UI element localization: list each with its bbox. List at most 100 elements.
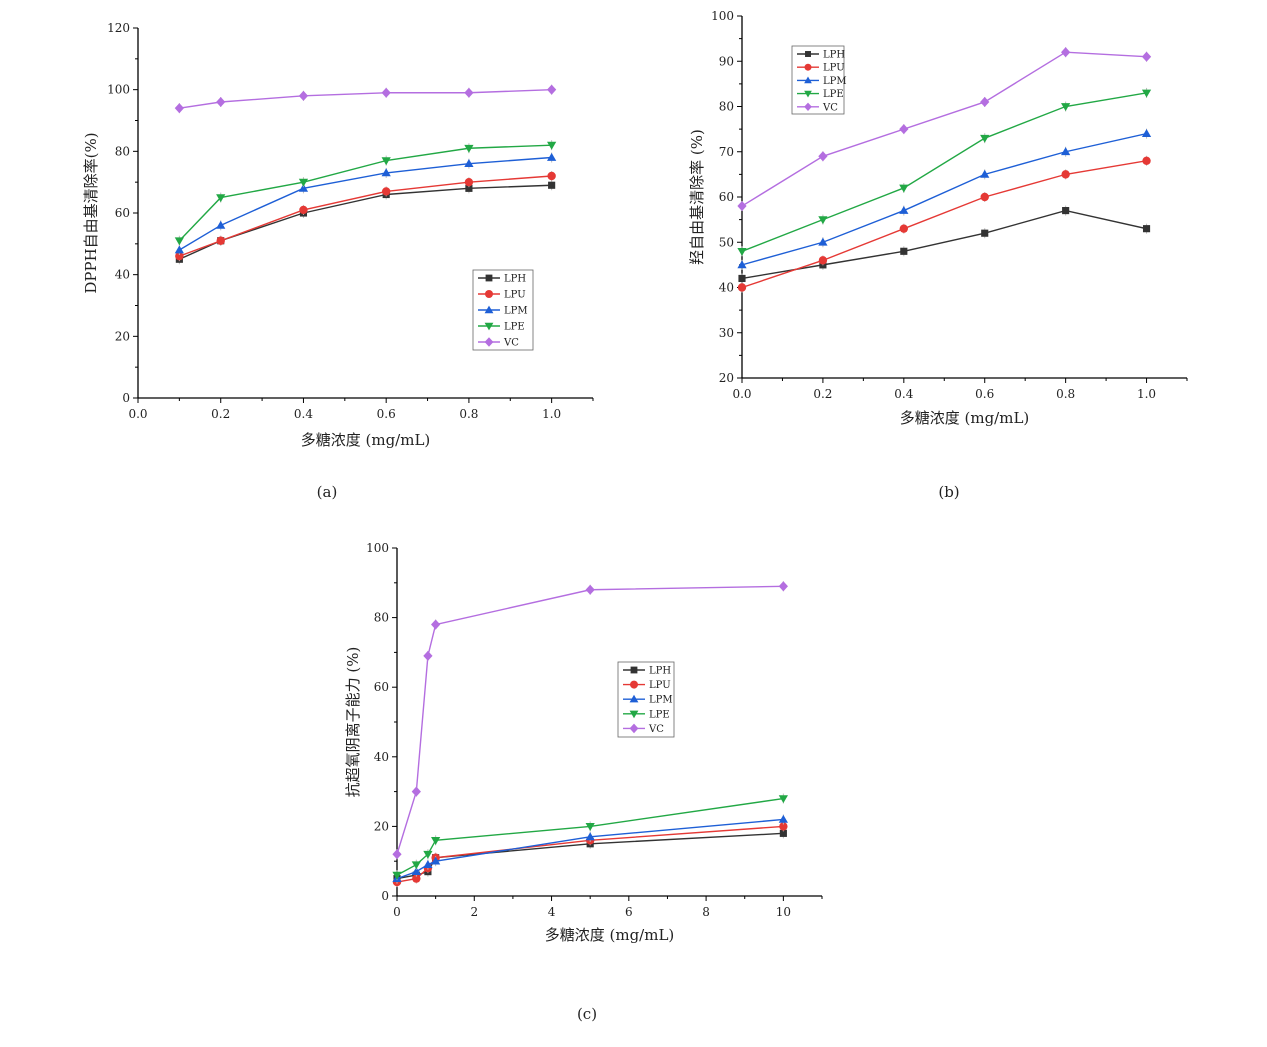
- chart-a-series-lpu: [175, 171, 556, 262]
- chart-c-y-tick-label: 0: [381, 889, 389, 903]
- chart-a-point-vc: [547, 84, 557, 95]
- chart-b-line-lph: [741, 209, 1147, 280]
- chart-b-x-tick-label: 0.4: [894, 387, 913, 401]
- chart-c-legend-label-vc: VC: [648, 724, 664, 735]
- chart-a-svg: 0 20 40 60 80 100 120 0.0 0.2 0.4 0.6 0.8 1.0 多糖浓度 (m…: [82, 21, 594, 449]
- chart-c-x-tick-label: 10: [776, 905, 791, 919]
- chart-c-x-axis-title: 多糖浓度 (mg/mL): [545, 926, 675, 944]
- chart-b-series-lph: [738, 205, 1151, 284]
- chart-a-y-tick-label: 60: [115, 206, 130, 220]
- chart-b-axes: 20 30 40 50 60 70 80 90 100 0.0 0.2 0.4 0.6 0.8 1.0: [711, 9, 1188, 401]
- chart-a-x-tick-label: 1.0: [542, 407, 561, 421]
- chart-b-point-lpm: [1061, 147, 1071, 156]
- chart-a-point-lph: [548, 181, 556, 189]
- chart-a-point-lpm: [298, 183, 309, 192]
- chart-a-point-lpu: [299, 205, 308, 215]
- chart-a-point-vc: [381, 87, 391, 98]
- caption-b: (b): [938, 483, 960, 501]
- chart-b-y-tick-label: 100: [711, 9, 734, 23]
- chart-b-point-lpm: [899, 205, 909, 214]
- chart-c-point-lpm: [778, 814, 788, 823]
- chart-c-legend-marker-lpe: [629, 710, 639, 719]
- chart-b-point-lpu: [1142, 156, 1151, 165]
- chart-a-legend-marker-lph: [485, 274, 493, 282]
- chart-b-series-lpm: [737, 128, 1152, 270]
- chart-b-point-vc: [737, 201, 747, 212]
- chart-c-point-lpm: [411, 867, 421, 875]
- chart-b-series-vc: [737, 47, 1152, 212]
- chart-c-point-vc: [411, 786, 421, 797]
- chart-a-point-lpe: [216, 194, 226, 203]
- chart-b-line-lpe: [741, 92, 1147, 252]
- chart-c-series-lpe: [392, 793, 788, 881]
- caption-c: (c): [576, 1005, 598, 1023]
- chart-a-legend-label-lpm: LPM: [504, 306, 528, 317]
- chart-c-legend-marker-lpm: [629, 694, 639, 703]
- chart-a-series-lpe: [174, 140, 557, 246]
- chart-b-legend-marker-vc: [804, 102, 812, 111]
- chart-b-x-tick-label: 0.8: [1056, 387, 1075, 401]
- chart-b-y-tick-label: 90: [719, 54, 734, 68]
- chart-a-point-lpu: [216, 236, 225, 245]
- chart-c-point-lpe: [423, 850, 433, 859]
- chart-b-legend-marker-lph: [805, 51, 811, 57]
- chart-a-y-tick-label: 100: [107, 83, 130, 97]
- chart-a-x-tick-label: 0.6: [377, 407, 396, 421]
- chart-a-line-lpe: [178, 144, 552, 242]
- chart-a-point-lpm: [381, 168, 391, 177]
- chart-c-y-tick-label: 60: [374, 680, 389, 694]
- chart-b-point-lpu: [737, 283, 747, 292]
- chart-c-x-tick-label: 2: [470, 905, 478, 919]
- chart-b-point-lpm: [1141, 129, 1152, 138]
- chart-b-series-lpe: [737, 87, 1152, 257]
- chart-b-legend-label-vc: VC: [822, 102, 838, 113]
- chart-b-y-tick-label: 20: [719, 371, 734, 385]
- chart-c-x-tick-label: 0: [393, 905, 401, 919]
- chart-c-legend-label-lpm: LPM: [649, 695, 673, 706]
- caption-a: (a): [316, 483, 338, 501]
- chart-c-y-tick-label: 40: [374, 750, 389, 764]
- chart-c-legend: LPH LPU LPM LPE VC: [617, 661, 675, 738]
- chart-a-point-lpu: [464, 177, 474, 187]
- chart-c-point-lph: [779, 829, 787, 837]
- chart-b-x-tick-label: 0.2: [813, 387, 832, 401]
- chart-c-point-lpm: [585, 832, 595, 841]
- chart-b-legend-label-lpm: LPM: [823, 76, 847, 87]
- chart-b-point-lph: [738, 274, 746, 283]
- chart-c-point-vc: [392, 849, 402, 860]
- chart-a-line-lpm: [179, 156, 552, 251]
- chart-a-point-lpe: [381, 157, 391, 166]
- chart-c-point-vc: [431, 619, 441, 630]
- chart-a-point-vc: [216, 96, 226, 108]
- chart-a-point-lpe: [547, 141, 557, 150]
- chart-b-series-lpu: [737, 155, 1151, 293]
- chart-a-legend-marker-lpm: [484, 305, 494, 314]
- chart-a-axes: 0 20 40 60 80 100 120 0.0 0.2 0.4 0.6 0.8 1.0: [107, 21, 594, 421]
- chart-a-legend-label-lph: LPH: [504, 274, 526, 285]
- chart-b-point-lpm: [737, 260, 747, 269]
- chart-c-point-vc: [778, 581, 788, 592]
- chart-a-point-lpu: [381, 187, 391, 196]
- chart-c-x-tick-label: 6: [625, 905, 633, 919]
- chart-a-point-lpm: [464, 159, 474, 168]
- chart-b-legend-marker-lpe: [804, 90, 812, 98]
- chart-b-legend-marker-lpu: [804, 63, 812, 71]
- chart-b-point-lph: [981, 229, 989, 237]
- chart-c-point-lpe: [411, 861, 421, 870]
- chart-a-line-vc: [179, 88, 552, 109]
- chart-b-point-vc: [899, 124, 909, 135]
- chart-a-legend-marker-lpe: [484, 322, 494, 331]
- chart-b-x-axis-title: 多糖浓度 (mg/mL): [900, 409, 1030, 427]
- chart-b-legend-label-lpu: LPU: [823, 63, 845, 74]
- chart-a-x-tick-label: 0.2: [211, 407, 230, 421]
- chart-a-point-lpe: [464, 144, 474, 153]
- chart-c-y-tick-label: 20: [374, 819, 389, 833]
- chart-panel-c: 0 20 40 60 80 100 0 2 4 6 8 10 多糖浓度 (mg/mL) 抗超氧阴离子能力 …: [300, 530, 860, 970]
- chart-b-svg: 20 30 40 50 60 70 80 90 100 0.0 0.2 0.4 0.6 0.8 1.0 多糖浓…: [688, 9, 1188, 427]
- chart-a-x-axis-title: 多糖浓度 (mg/mL): [301, 431, 431, 449]
- chart-c-x-tick-label: 8: [702, 905, 710, 919]
- chart-b-x-tick-label: 1.0: [1137, 387, 1156, 401]
- chart-b-point-lpu: [980, 192, 989, 202]
- chart-c-series-vc: [392, 581, 788, 860]
- chart-a-legend-marker-vc: [484, 337, 494, 347]
